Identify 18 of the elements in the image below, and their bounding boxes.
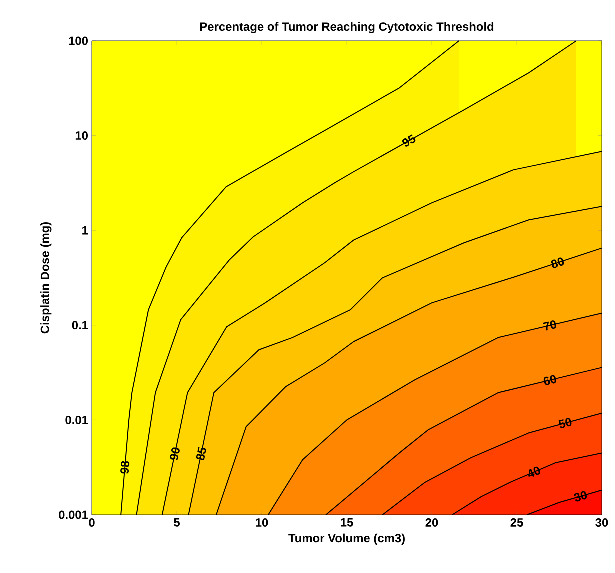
x-tick-label: 25 <box>510 518 524 527</box>
y-tick-label: 1 <box>82 226 88 235</box>
y-tick-label: 10 <box>76 132 88 140</box>
x-tick-label: 15 <box>341 518 354 527</box>
x-tick-label: 5 <box>174 518 180 527</box>
y-tick-label: 100 <box>69 36 88 46</box>
x-tick-label: 30 <box>596 518 608 527</box>
y-tick-label: 0.001 <box>59 510 88 520</box>
text: 40 <box>528 466 540 478</box>
x-tick-label: 0 <box>89 518 95 527</box>
x-axis-title: Tumor Volume (cm3) <box>288 534 405 545</box>
y-axis-title: Cisplatin Dose (mg) <box>40 222 52 334</box>
chart-title: Percentage of Tumor Reaching Cytotoxic Threshold <box>200 22 494 34</box>
series-label: 70 <box>543 320 556 331</box>
y-tick-label: 0.1 <box>72 321 88 330</box>
y-tick-label: 0.01 <box>66 416 88 424</box>
x-tick-label: 20 <box>426 518 438 527</box>
x-tick-label: 10 <box>256 518 268 527</box>
